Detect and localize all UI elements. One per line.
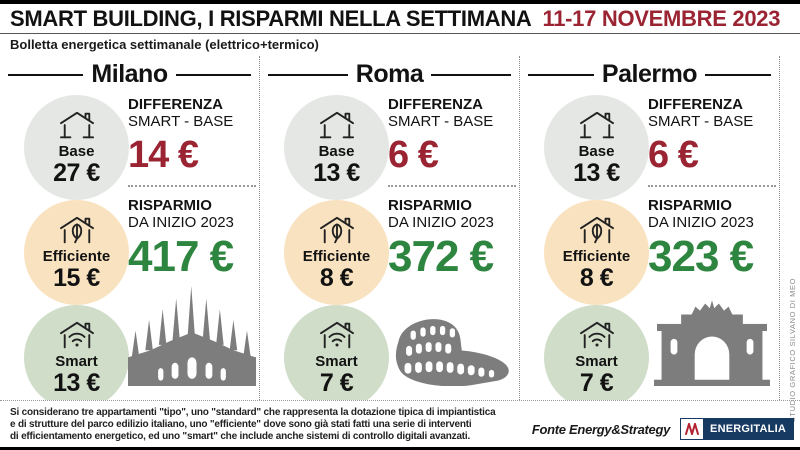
- tier-value: 7 €: [579, 368, 614, 397]
- tier-value: 8 €: [319, 263, 354, 292]
- tier-value: 13 €: [313, 158, 360, 187]
- city-name: Roma: [355, 60, 424, 88]
- page-subtitle: Bolletta energetica settimanale (elettri…: [10, 37, 319, 52]
- bottom-border-bar: [0, 447, 800, 450]
- tier-label: Smart: [315, 352, 358, 370]
- title-divider: [0, 33, 800, 34]
- footnote-line1: Si considerano tre appartamenti "tipo", …: [10, 407, 496, 418]
- city-header-milano: Milano: [8, 60, 252, 89]
- risparmio-subtitle: DA INIZIO 2023: [388, 214, 494, 231]
- palermo-smart-circle: Smart 7 €: [544, 305, 649, 400]
- diff-value: 6 €: [648, 134, 699, 176]
- risparmio-subtitle: DA INIZIO 2023: [648, 214, 754, 231]
- house-wifi-icon: [314, 319, 360, 353]
- diff-title: DIFFERENZA: [128, 96, 223, 113]
- risparmio-value: 372 €: [388, 232, 494, 281]
- milano-efficiente-circle: Efficiente 15 €: [24, 200, 129, 305]
- tier-value: 27 €: [53, 158, 100, 187]
- column-palermo: Palermo Base 13 €: [520, 56, 780, 400]
- milano-smart-circle: Smart 13 €: [24, 305, 129, 400]
- milano-info: DIFFERENZA SMART - BASE 14 € RISPARMIO D…: [128, 96, 256, 386]
- header-rule-right: [705, 73, 772, 76]
- tier-label: Efficiente: [302, 247, 371, 265]
- tier-value: 13 €: [53, 368, 100, 397]
- page-title-text: SMART BUILDING, I RISPARMI NELLA SETTIMA…: [10, 6, 531, 31]
- page-title: SMART BUILDING, I RISPARMI NELLA SETTIMA…: [10, 6, 796, 32]
- header-rule-left: [8, 73, 84, 76]
- risparmio-title: RISPARMIO: [388, 197, 472, 214]
- house-wifi-icon: [54, 319, 100, 353]
- palermo-info: DIFFERENZA SMART - BASE 6 € RISPARMIO DA…: [648, 96, 776, 386]
- risparmio-title: RISPARMIO: [128, 197, 212, 214]
- column-milano: Milano Base 27 €: [0, 56, 260, 400]
- city-header-roma: Roma: [268, 60, 511, 89]
- roma-base-circle: Base 13 €: [284, 95, 389, 200]
- house-leaf-icon: [54, 214, 100, 248]
- footnote-line3: di efficientamento energetico, ed uno "s…: [10, 431, 471, 442]
- city-header-palermo: Palermo: [528, 60, 772, 89]
- house-leaf-icon: [314, 214, 360, 248]
- header-rule-left: [528, 73, 594, 76]
- city-columns: Milano Base 27 €: [0, 56, 780, 400]
- risparmio-subtitle: DA INIZIO 2023: [128, 214, 234, 231]
- palermo-base-circle: Base 13 €: [544, 95, 649, 200]
- tier-value: 7 €: [319, 368, 354, 397]
- risparmio-title: RISPARMIO: [648, 197, 732, 214]
- house-base-icon: [54, 109, 100, 143]
- risparmio-value: 323 €: [648, 232, 754, 281]
- risparmio-value: 417 €: [128, 232, 234, 281]
- house-base-icon: [574, 109, 620, 143]
- tier-label: Efficiente: [42, 247, 111, 265]
- tier-label: Base: [58, 142, 95, 160]
- tier-label: Smart: [55, 352, 98, 370]
- energitalia-logo-mark-icon: [681, 419, 704, 439]
- energitalia-logo: ENERGITALIA: [680, 418, 794, 440]
- duomo-di-milano-icon: [128, 284, 256, 386]
- top-border-bar: [0, 0, 800, 4]
- diff-value: 6 €: [388, 134, 439, 176]
- tier-value: 13 €: [573, 158, 620, 187]
- diff-title: DIFFERENZA: [648, 96, 743, 113]
- section-divider: [648, 185, 776, 187]
- footnote: Si considerano tre appartamenti "tipo", …: [10, 407, 496, 443]
- tier-value: 8 €: [579, 263, 614, 292]
- diff-subtitle: SMART - BASE: [648, 113, 754, 130]
- tier-label: Efficiente: [562, 247, 631, 265]
- house-base-icon: [314, 109, 360, 143]
- section-divider: [128, 185, 256, 187]
- header-rule-left: [268, 73, 348, 76]
- colosseo-icon: [388, 284, 516, 386]
- header-rule-right: [175, 73, 252, 76]
- roma-info: DIFFERENZA SMART - BASE 6 € RISPARMIO DA…: [388, 96, 516, 386]
- energitalia-logo-text: ENERGITALIA: [703, 419, 793, 439]
- page-title-date: 11-17 NOVEMBRE 2023: [542, 6, 781, 31]
- diff-title: DIFFERENZA: [388, 96, 483, 113]
- tier-value: 15 €: [53, 263, 100, 292]
- footnote-line2: e di strutture del parco edilizio italia…: [10, 419, 472, 430]
- column-roma: Roma Base 13 €: [260, 56, 520, 400]
- diff-subtitle: SMART - BASE: [128, 113, 234, 130]
- tier-label: Base: [318, 142, 355, 160]
- diff-value: 14 €: [128, 134, 199, 176]
- house-leaf-icon: [574, 214, 620, 248]
- section-divider: [388, 185, 516, 187]
- source-label: Fonte Energy&Strategy: [531, 421, 671, 437]
- footer-right: Fonte Energy&Strategy ENERGITALIA: [532, 418, 794, 440]
- city-name: Milano: [91, 60, 168, 88]
- teatro-politeama-icon: [648, 284, 776, 386]
- footer: Si considerano tre appartamenti "tipo", …: [0, 400, 800, 448]
- tier-label: Base: [578, 142, 615, 160]
- palermo-efficiente-circle: Efficiente 8 €: [544, 200, 649, 305]
- house-wifi-icon: [574, 319, 620, 353]
- header-rule-right: [431, 73, 511, 76]
- diff-subtitle: SMART - BASE: [388, 113, 494, 130]
- tier-label: Smart: [575, 352, 618, 370]
- roma-efficiente-circle: Efficiente 8 €: [284, 200, 389, 305]
- roma-smart-circle: Smart 7 €: [284, 305, 389, 400]
- milano-base-circle: Base 27 €: [24, 95, 129, 200]
- city-name: Palermo: [601, 60, 698, 88]
